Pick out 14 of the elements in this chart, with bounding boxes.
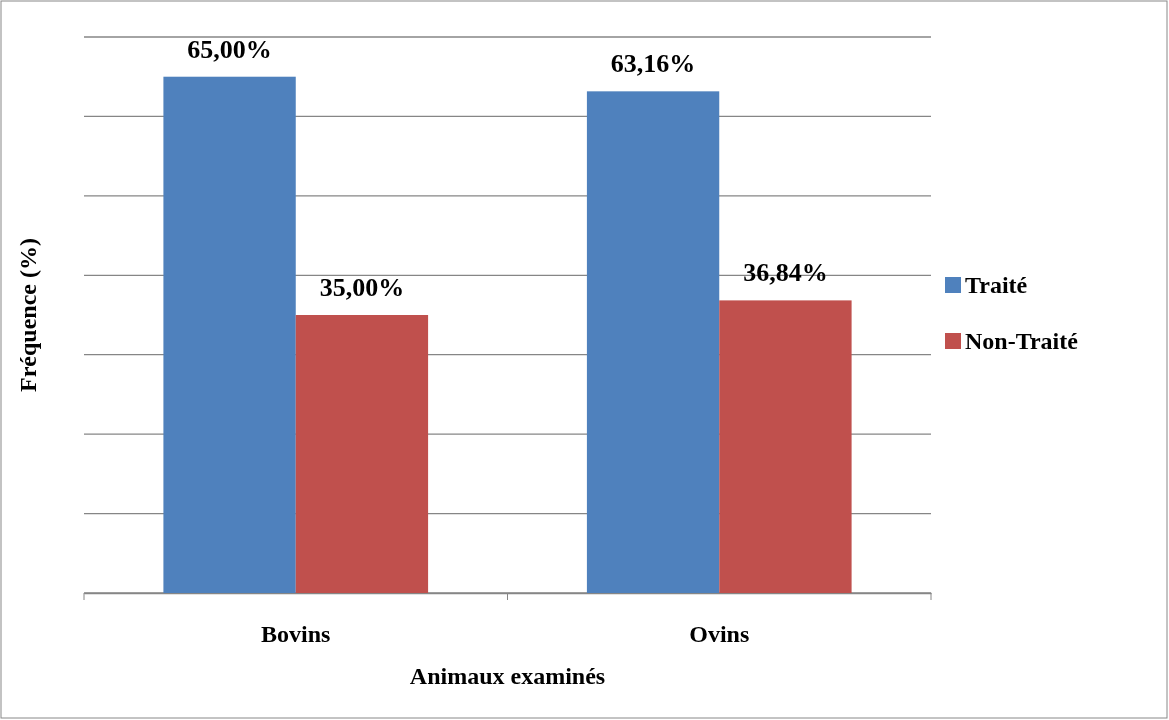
data-label: 36,84%	[743, 258, 828, 288]
x-tick-label: Ovins	[689, 620, 750, 647]
y-axis-title: Fréquence (%)	[15, 238, 41, 392]
bar	[586, 91, 720, 593]
data-label: 35,00%	[319, 273, 405, 302]
data-label: 63,16%	[610, 49, 696, 79]
bar	[719, 300, 852, 593]
bar	[163, 76, 296, 593]
legend-label: Non-Traité	[965, 328, 1079, 354]
legend-label: Traité	[965, 272, 1028, 298]
x-axis-title: Animaux examinés	[409, 663, 606, 689]
x-tick-label: Bovins	[261, 620, 331, 647]
bar	[295, 315, 429, 593]
data-label: 65,00%	[187, 34, 272, 64]
